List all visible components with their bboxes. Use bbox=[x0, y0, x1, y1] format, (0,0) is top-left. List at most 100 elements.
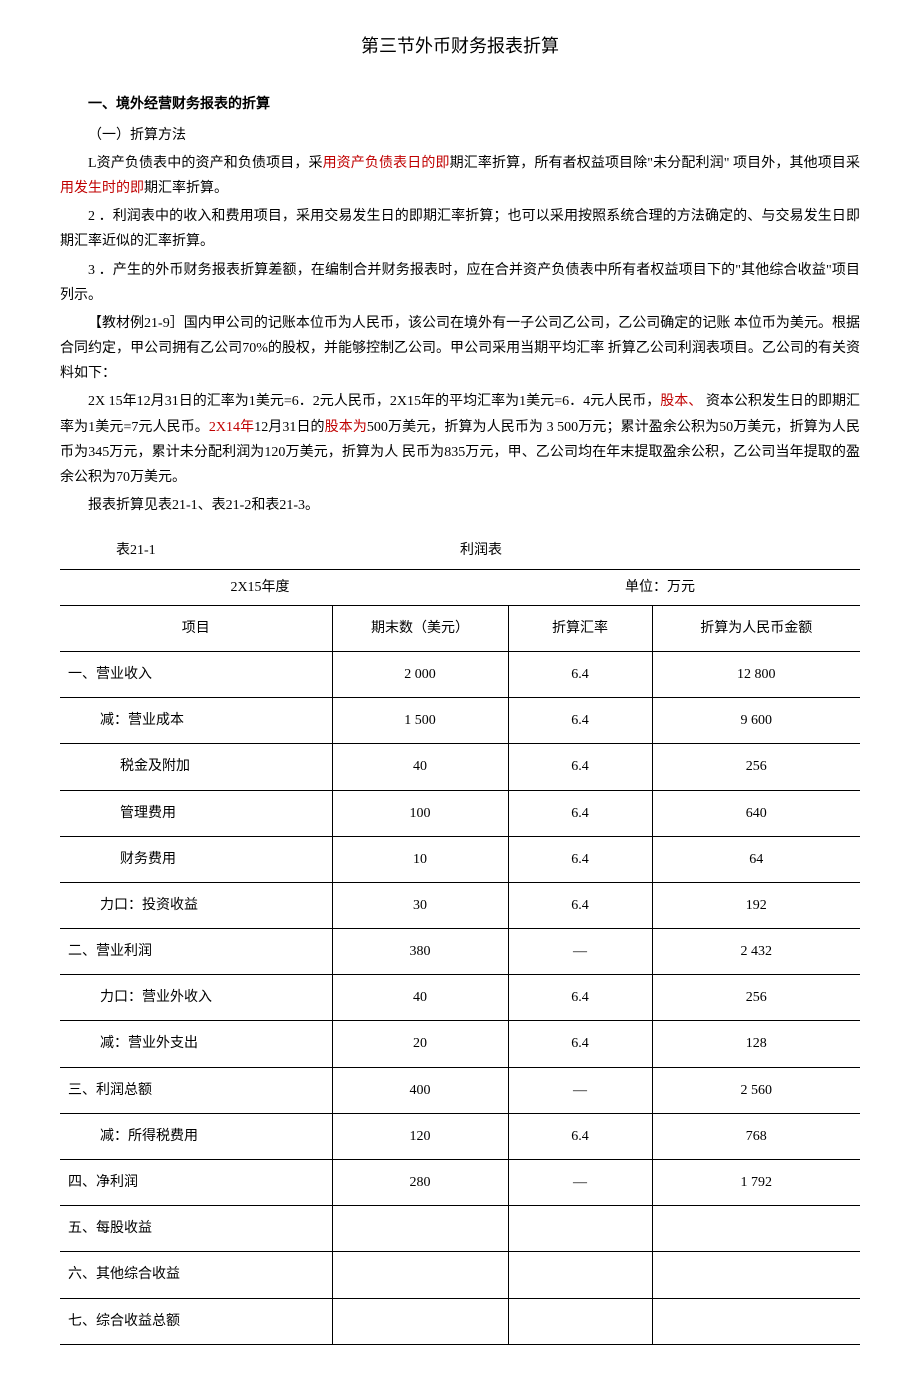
table-row: 管理费用1006.4640 bbox=[60, 790, 860, 836]
paragraph-4: 【教材例21-9］国内甲公司的记账本位币为人民币，该公司在境外有一子公司乙公司，… bbox=[60, 311, 860, 387]
rmb-cell: 2 432 bbox=[652, 929, 860, 975]
rate-cell: — bbox=[508, 1067, 652, 1113]
text: 12月31日的 bbox=[254, 420, 324, 435]
paragraph-2: 2 ．利润表中的收入和费用项目，采用交易发生日的即期汇率折算；也可以采用按照系统… bbox=[60, 204, 860, 254]
rmb-cell: 128 bbox=[652, 1021, 860, 1067]
rate-cell bbox=[508, 1206, 652, 1252]
item-cell: 四、净利润 bbox=[60, 1160, 332, 1206]
item-cell: 二、营业利润 bbox=[60, 929, 332, 975]
rmb-cell: 768 bbox=[652, 1113, 860, 1159]
usd-cell: 400 bbox=[332, 1067, 508, 1113]
rmb-cell: 64 bbox=[652, 836, 860, 882]
item-cell: 五、每股收益 bbox=[60, 1206, 332, 1252]
usd-cell: 120 bbox=[332, 1113, 508, 1159]
item-cell: 一、营业收入 bbox=[60, 651, 332, 697]
rate-cell: 6.4 bbox=[508, 790, 652, 836]
rate-cell: 6.4 bbox=[508, 975, 652, 1021]
usd-cell: 380 bbox=[332, 929, 508, 975]
item-cell: 力口：投资收益 bbox=[60, 882, 332, 928]
table-row: 减：营业外支出206.4128 bbox=[60, 1021, 860, 1067]
rate-cell bbox=[508, 1298, 652, 1344]
item-cell: 减：所得税费用 bbox=[60, 1113, 332, 1159]
table-caption-row: 表21-1 利润表 bbox=[60, 538, 860, 563]
table-row: 力口：营业外收入406.4256 bbox=[60, 975, 860, 1021]
item-cell: 税金及附加 bbox=[60, 744, 332, 790]
text: 期汇率折算，所有者权益项目除"未分配利润" 项目外，其他项目采 bbox=[450, 156, 860, 171]
rate-cell: 6.4 bbox=[508, 744, 652, 790]
highlight-text: 用发生时的即 bbox=[60, 181, 144, 196]
table-row: 力口：投资收益306.4192 bbox=[60, 882, 860, 928]
highlight-text: 股本为 bbox=[325, 420, 367, 435]
table-row: 六、其他综合收益 bbox=[60, 1252, 860, 1298]
income-statement-table: 项目 期末数（美元） 折算汇率 折算为人民币金额 一、营业收入2 0006.41… bbox=[60, 605, 860, 1345]
rmb-cell: 192 bbox=[652, 882, 860, 928]
rate-cell: — bbox=[508, 1160, 652, 1206]
usd-cell: 100 bbox=[332, 790, 508, 836]
rmb-cell: 256 bbox=[652, 744, 860, 790]
rate-cell: 6.4 bbox=[508, 651, 652, 697]
text: 2X 15年12月31日的汇率为1美元=6．2元人民币，2X15年的平均汇率为1… bbox=[88, 394, 660, 409]
rate-cell: 6.4 bbox=[508, 698, 652, 744]
item-cell: 财务费用 bbox=[60, 836, 332, 882]
table-row: 三、利润总额400—2 560 bbox=[60, 1067, 860, 1113]
section-heading: 一、境外经营财务报表的折算 bbox=[60, 92, 860, 117]
table-row: 七、综合收益总额 bbox=[60, 1298, 860, 1344]
item-cell: 六、其他综合收益 bbox=[60, 1252, 332, 1298]
usd-cell: 30 bbox=[332, 882, 508, 928]
rmb-cell: 640 bbox=[652, 790, 860, 836]
rate-cell: — bbox=[508, 929, 652, 975]
table-subheader: 2X15年度 单位：万元 bbox=[60, 569, 860, 605]
rmb-cell: 9 600 bbox=[652, 698, 860, 744]
rmb-cell bbox=[652, 1252, 860, 1298]
table-unit: 单位：万元 bbox=[460, 570, 860, 605]
table-row: 税金及附加406.4256 bbox=[60, 744, 860, 790]
table-header-row: 项目 期末数（美元） 折算汇率 折算为人民币金额 bbox=[60, 605, 860, 651]
table-period: 2X15年度 bbox=[60, 570, 460, 605]
paragraph-1: L资产负债表中的资产和负债项目，采用资产负债表日的即期汇率折算，所有者权益项目除… bbox=[60, 151, 860, 201]
rate-cell: 6.4 bbox=[508, 836, 652, 882]
highlight-text: 2X14年 bbox=[209, 420, 254, 435]
column-header: 项目 bbox=[60, 605, 332, 651]
item-cell: 三、利润总额 bbox=[60, 1067, 332, 1113]
table-name: 利润表 bbox=[460, 538, 860, 563]
highlight-text: 股本、 bbox=[660, 394, 702, 409]
table-row: 五、每股收益 bbox=[60, 1206, 860, 1252]
subsection-heading: （一）折算方法 bbox=[60, 123, 860, 148]
column-header: 折算汇率 bbox=[508, 605, 652, 651]
usd-cell bbox=[332, 1252, 508, 1298]
paragraph-3: 3 ．产生的外币财务报表折算差额，在编制合并财务报表时，应在合并资产负债表中所有… bbox=[60, 258, 860, 308]
item-cell: 力口：营业外收入 bbox=[60, 975, 332, 1021]
page-title: 第三节外币财务报表折算 bbox=[60, 30, 860, 62]
usd-cell: 2 000 bbox=[332, 651, 508, 697]
table-row: 二、营业利润380—2 432 bbox=[60, 929, 860, 975]
table-row: 财务费用106.464 bbox=[60, 836, 860, 882]
table-row: 减：营业成本1 5006.49 600 bbox=[60, 698, 860, 744]
rate-cell: 6.4 bbox=[508, 1021, 652, 1067]
usd-cell: 10 bbox=[332, 836, 508, 882]
rmb-cell bbox=[652, 1206, 860, 1252]
column-header: 期末数（美元） bbox=[332, 605, 508, 651]
rate-cell bbox=[508, 1252, 652, 1298]
usd-cell bbox=[332, 1206, 508, 1252]
usd-cell bbox=[332, 1298, 508, 1344]
usd-cell: 280 bbox=[332, 1160, 508, 1206]
text: 期汇率折算。 bbox=[144, 181, 228, 196]
rmb-cell: 12 800 bbox=[652, 651, 860, 697]
rmb-cell: 2 560 bbox=[652, 1067, 860, 1113]
item-cell: 七、综合收益总额 bbox=[60, 1298, 332, 1344]
usd-cell: 40 bbox=[332, 744, 508, 790]
rmb-cell: 256 bbox=[652, 975, 860, 1021]
rate-cell: 6.4 bbox=[508, 1113, 652, 1159]
usd-cell: 20 bbox=[332, 1021, 508, 1067]
item-cell: 减：营业成本 bbox=[60, 698, 332, 744]
rate-cell: 6.4 bbox=[508, 882, 652, 928]
usd-cell: 40 bbox=[332, 975, 508, 1021]
table-row: 一、营业收入2 0006.412 800 bbox=[60, 651, 860, 697]
paragraph-5: 2X 15年12月31日的汇率为1美元=6．2元人民币，2X15年的平均汇率为1… bbox=[60, 389, 860, 490]
rmb-cell bbox=[652, 1298, 860, 1344]
rmb-cell: 1 792 bbox=[652, 1160, 860, 1206]
item-cell: 管理费用 bbox=[60, 790, 332, 836]
paragraph-6: 报表折算见表21-1、表21-2和表21-3。 bbox=[60, 493, 860, 518]
table-row: 减：所得税费用1206.4768 bbox=[60, 1113, 860, 1159]
table-number: 表21-1 bbox=[60, 538, 460, 563]
